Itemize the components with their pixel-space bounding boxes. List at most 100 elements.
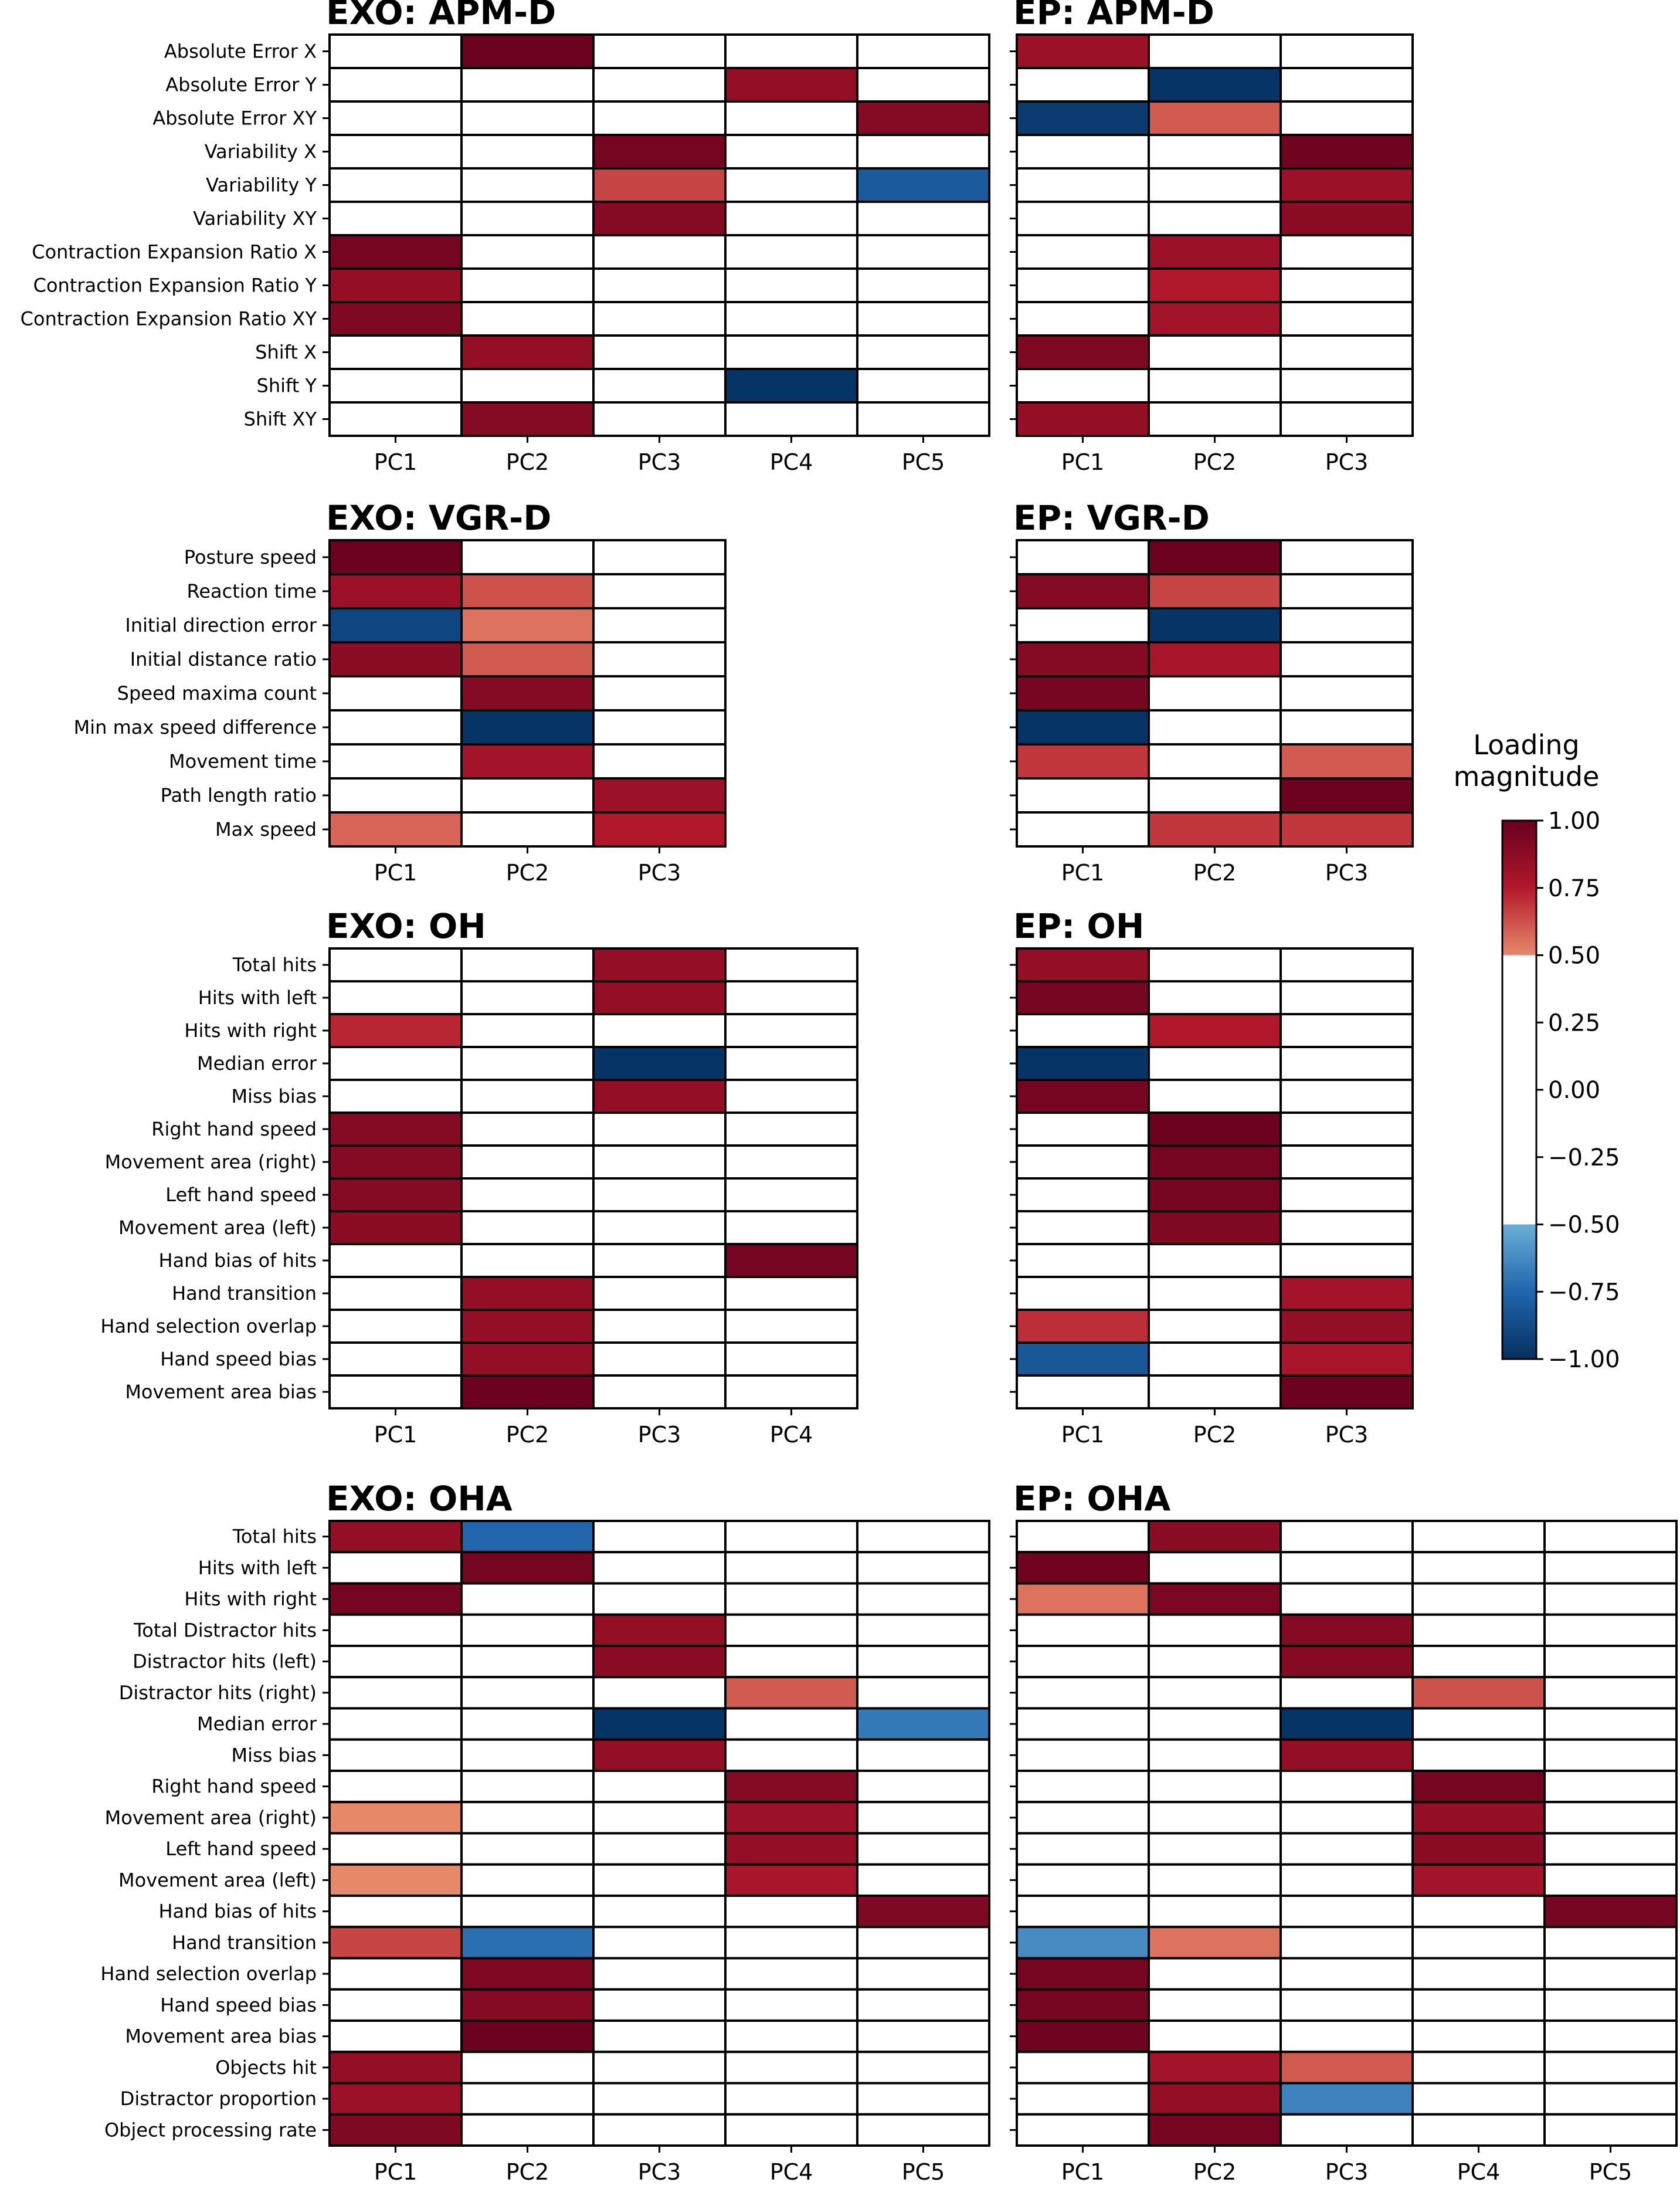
heatmap-cell	[1148, 2082, 1282, 2116]
column-label: PC3	[638, 1422, 681, 1448]
heatmap-cell	[1016, 1895, 1150, 1929]
heatmap-cell	[460, 777, 595, 814]
heatmap-cell	[460, 1738, 595, 1772]
heatmap-cell	[1016, 1177, 1150, 1212]
heatmap-cell	[1148, 1738, 1282, 1772]
colorbar-tick-label: 0.50	[1548, 943, 1600, 970]
heatmap-cell	[1016, 334, 1150, 370]
heatmap-cell	[856, 1707, 990, 1741]
row-label: Variability Y	[206, 174, 317, 196]
heatmap-cell	[328, 1770, 463, 1804]
heatmap-cell	[328, 947, 463, 982]
row-label: Objects hit	[215, 2056, 317, 2079]
column-label: PC1	[374, 860, 418, 886]
heatmap-cell	[328, 2051, 463, 2085]
heatmap-cell	[460, 573, 595, 609]
heatmap-cell	[1148, 1551, 1282, 1585]
heatmap-cell	[592, 777, 727, 814]
heatmap-cell	[1016, 1210, 1150, 1245]
row-label: Absolute Error Y	[165, 74, 317, 96]
heatmap-cell	[1016, 1013, 1150, 1048]
heatmap-cell	[460, 811, 595, 848]
heatmap-cell	[1279, 2082, 1414, 2116]
heatmap-cell	[1279, 675, 1414, 711]
heatmap-cell	[460, 607, 595, 643]
heatmap-cell	[856, 1645, 990, 1679]
heatmap-cell	[592, 743, 727, 780]
heatmap-cell	[1411, 1551, 1546, 1585]
panel-title: EXO: APM-D	[326, 0, 556, 32]
heatmap-cell	[592, 201, 727, 236]
heatmap-cell	[1411, 1863, 1546, 1897]
row-label: Right hand speed	[151, 1775, 317, 1798]
heatmap-cell	[1016, 1707, 1150, 1741]
heatmap-cell	[1148, 980, 1282, 1015]
heatmap-cell	[724, 1144, 858, 1180]
heatmap-cell	[1279, 709, 1414, 746]
heatmap-cell	[1148, 1177, 1282, 1212]
panel-frame	[1016, 539, 1414, 848]
column-label: PC3	[638, 2159, 681, 2185]
row-label: Movement area (right)	[105, 1807, 317, 1829]
colorbar-ticks: 1.00 0.75 0.50 0.25 0.00 −0.25 −0.50 −0.75 −1.00	[1536, 808, 1620, 1373]
row-label: Initial direction error	[125, 614, 317, 636]
row-label: Total hits	[232, 1526, 317, 1548]
heatmap-cell	[724, 1645, 858, 1679]
panel-frame	[328, 539, 727, 848]
heatmap-cell	[856, 2113, 990, 2147]
heatmap-cell	[1279, 1177, 1414, 1212]
heatmap-cell	[856, 1832, 990, 1866]
heatmap-cell	[1543, 2113, 1678, 2147]
colorbar-tick-label: 0.00	[1548, 1077, 1600, 1104]
row-label: Hand speed bias	[160, 1348, 317, 1370]
heatmap-cell	[1148, 1770, 1282, 1804]
heatmap-cell	[460, 1957, 595, 1991]
heatmap-cell	[460, 743, 595, 780]
heatmap-cell	[1148, 334, 1282, 370]
panel-title: EP: OH	[1013, 906, 1144, 946]
heatmap-cell	[1148, 1520, 1282, 1554]
heatmap-cell	[1279, 607, 1414, 643]
heatmap-cell	[328, 1895, 463, 1929]
heatmap-cell	[1279, 1738, 1414, 1772]
heatmap-cell	[1148, 1243, 1282, 1278]
heatmap-cell	[1279, 947, 1414, 982]
heatmap-cell	[1016, 539, 1150, 575]
heatmap-cell	[724, 1013, 858, 1048]
panel-ep-oh: EP: OH PC1 PC2 PC3	[1010, 906, 1414, 1448]
heatmap-cell	[1279, 401, 1414, 437]
heatmap-cell	[1016, 1046, 1150, 1081]
heatmap-cell	[1148, 1079, 1282, 1114]
heatmap-cell	[724, 100, 858, 136]
heatmap-cell	[592, 1374, 727, 1409]
heatmap-cell	[1279, 2113, 1414, 2147]
heatmap-cell	[460, 2082, 595, 2116]
panel-exo-apm-d: EXO: APM-D Absolute Error X Absolute Error…	[21, 0, 990, 475]
heatmap-cell	[460, 947, 595, 982]
heatmap-cell	[592, 67, 727, 103]
panel-exo-oh: EXO: OH Total hits Hits with left Hits with…	[100, 906, 858, 1448]
heatmap-cell	[460, 980, 595, 1015]
heatmap-cell	[328, 1243, 463, 1278]
heatmap-cell	[856, 1895, 990, 1929]
heatmap-cell	[1016, 1243, 1150, 1278]
heatmap-cell	[724, 1341, 858, 1377]
heatmap-cell	[1148, 1013, 1282, 1048]
heatmap-cell	[1016, 267, 1150, 303]
column-label: PC3	[638, 449, 681, 475]
heatmap-cell	[1016, 1551, 1150, 1585]
heatmap-cell	[724, 1738, 858, 1772]
heatmap-cell	[1148, 1707, 1282, 1741]
heatmap-cell	[592, 1144, 727, 1180]
heatmap-cell	[328, 607, 463, 643]
panel-exo-vgr-d: EXO: VGR-D Posture speed Reaction time Init…	[74, 498, 727, 886]
heatmap-cell	[1148, 539, 1282, 575]
heatmap-cell	[328, 675, 463, 711]
heatmap-cell	[1411, 2082, 1546, 2116]
heatmap-cell	[1279, 167, 1414, 203]
colorbar-gradient	[1501, 819, 1538, 1360]
row-label: Distractor proportion	[120, 2088, 317, 2110]
heatmap-cell	[328, 1046, 463, 1081]
heatmap-cell	[1279, 1046, 1414, 1081]
